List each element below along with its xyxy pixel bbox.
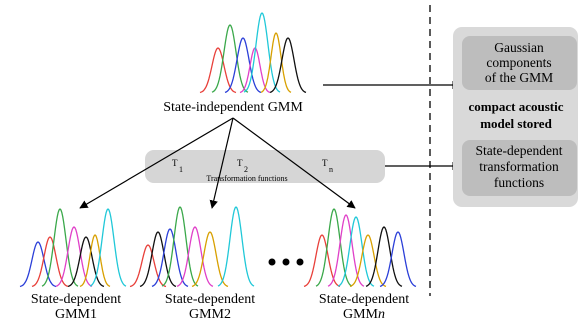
gaussian-curve	[129, 244, 167, 288]
gmmn-label-line1: State-dependent	[319, 292, 409, 307]
compact-model-line1: compact acoustic	[469, 99, 564, 114]
gaussian-curve	[337, 216, 375, 287]
gaussian-curve	[89, 208, 127, 287]
transformation-box-line1: State-dependent	[476, 143, 563, 158]
gaussian-components-line3: of the GMM	[485, 70, 553, 85]
ellipsis-dot	[268, 258, 276, 266]
state-dependent-gmmn-curves	[303, 208, 417, 288]
transformation-functions-label: Transformation functions	[206, 174, 287, 183]
gaussian-curve	[19, 241, 57, 288]
state-independent-label: State-independent GMM	[163, 100, 303, 115]
gaussian-curve	[243, 12, 281, 93]
gaussian-curve	[176, 226, 214, 287]
gaussian-curve	[217, 206, 255, 287]
gaussian-curve	[151, 228, 189, 287]
ellipsis-dot	[282, 258, 290, 266]
gaussian-curve	[327, 214, 365, 287]
gaussian-curve	[379, 231, 417, 288]
gaussian-curve	[139, 231, 177, 288]
gaussian-components-line2: components	[486, 55, 551, 70]
gaussian-curve	[260, 32, 292, 93]
gaussian-curve	[315, 208, 353, 287]
ellipsis-dot	[296, 258, 304, 266]
svg-text:T: T	[322, 158, 328, 168]
gmm2-label-line2: GMM2	[189, 307, 231, 322]
gaussian-curve	[365, 226, 403, 287]
state-dependent-gmm1-curves	[19, 208, 127, 288]
gaussian-curve	[303, 234, 341, 288]
transformation-functions-box	[462, 140, 577, 196]
gaussian-curve	[41, 208, 79, 287]
gmm1-label-line2: GMM1	[55, 307, 97, 322]
transformation-band	[145, 150, 385, 183]
gaussian-curve	[161, 206, 199, 287]
compact-model-line2: model stored	[480, 116, 552, 131]
svg-text:T: T	[237, 158, 243, 168]
svg-text:2: 2	[244, 165, 248, 174]
gaussian-curve	[224, 37, 262, 94]
gmm2-label-line1: State-dependent	[165, 292, 255, 307]
gmm1-label-line1: State-dependent	[31, 292, 121, 307]
arrow-to-gmmn	[232, 117, 356, 209]
gaussian-curve	[211, 24, 249, 93]
t2-label: T 2	[237, 158, 248, 174]
arrow-to-gmm1	[79, 117, 234, 209]
state-independent-gmm-curves	[199, 12, 307, 94]
t1-label: T 1	[172, 158, 183, 174]
gaussian-curve	[79, 234, 111, 288]
svg-text:n: n	[329, 165, 333, 174]
gaussian-curve	[349, 234, 387, 288]
tn-label: T n	[322, 158, 333, 174]
gaussian-components-box	[462, 36, 577, 90]
svg-text:T: T	[172, 158, 178, 168]
gaussian-components-line1: Gaussian	[494, 40, 544, 55]
state-dependent-gmm2-curves	[129, 206, 255, 288]
transformation-box-line3: functions	[494, 175, 544, 190]
gaussian-curve	[191, 231, 229, 288]
transformation-box-line2: transformation	[479, 159, 559, 174]
svg-text:1: 1	[179, 165, 183, 174]
gmmn-label-line2: GMMn	[343, 307, 385, 322]
gaussian-curve	[269, 37, 307, 94]
arrow-to-gmm2	[209, 117, 234, 209]
gaussian-curve	[67, 236, 105, 288]
